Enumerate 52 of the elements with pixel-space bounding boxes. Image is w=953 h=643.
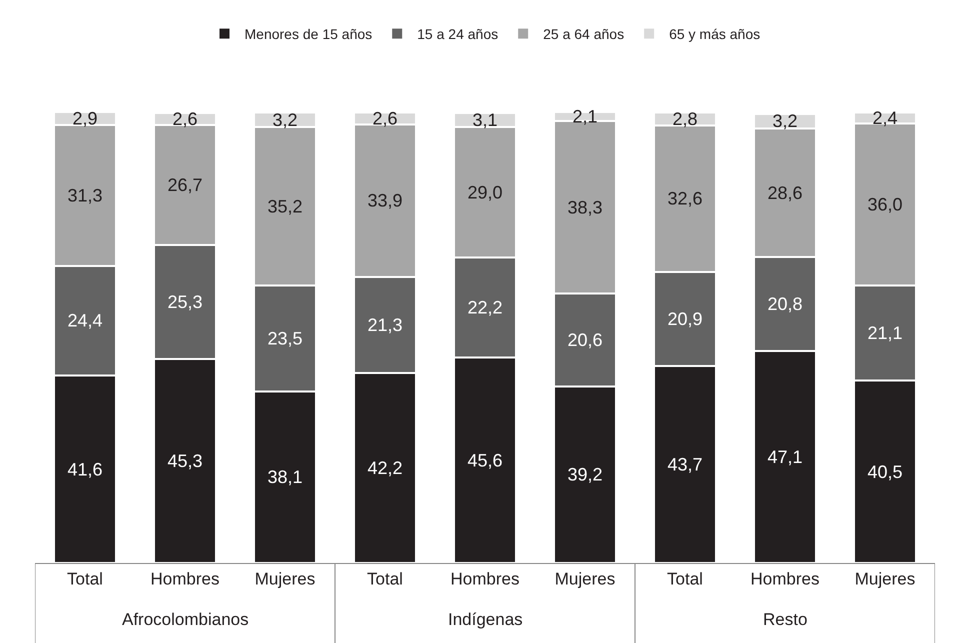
x-tick-label: Hombres <box>150 569 220 588</box>
x-tick-label: Mujeres <box>554 569 616 588</box>
data-label: 43,7 <box>667 454 703 475</box>
data-label: 45,3 <box>167 450 203 471</box>
x-tick-label: Hombres <box>450 569 520 588</box>
data-label: 26,7 <box>167 174 203 195</box>
data-label: 2,8 <box>672 108 698 129</box>
data-label: 3,1 <box>472 110 498 130</box>
data-label: 32,6 <box>667 188 703 209</box>
x-tick-label: Total <box>67 569 103 588</box>
data-label: 38,3 <box>567 197 603 218</box>
data-label: 39,2 <box>567 464 603 485</box>
data-label: 47,1 <box>767 446 803 467</box>
data-label: 20,9 <box>667 309 703 330</box>
data-label: 2,4 <box>872 108 898 128</box>
data-label: 2,9 <box>72 108 98 128</box>
data-label: 22,2 <box>467 298 503 318</box>
data-label: 2,6 <box>172 108 198 129</box>
data-label: 3,2 <box>772 111 798 132</box>
data-label: 42,2 <box>367 458 403 478</box>
x-tick-label: Total <box>667 569 703 588</box>
data-label: 28,6 <box>767 182 803 203</box>
x-tick-label: Mujeres <box>254 569 316 588</box>
data-label: 24,4 <box>67 310 103 331</box>
legend-label: 25 a 64 años <box>543 26 624 42</box>
data-label: 2,1 <box>572 106 598 126</box>
legend-label: Menores de 15 años <box>244 26 372 42</box>
text: Indígenas <box>448 610 523 629</box>
legend-label: 65 y más años <box>669 26 760 42</box>
data-label: 23,5 <box>267 328 303 348</box>
data-label: 36,0 <box>867 194 903 215</box>
legend-label: 15 a 24 años <box>417 26 498 42</box>
x-tick-label: Total <box>367 569 403 588</box>
data-label: 21,3 <box>367 314 403 335</box>
data-label: 20,8 <box>767 294 803 314</box>
data-label: 29,0 <box>467 182 503 202</box>
data-label: 3,2 <box>272 110 298 130</box>
data-label: 2,6 <box>372 108 398 129</box>
data-label: 35,2 <box>267 196 303 216</box>
data-label: 40,5 <box>867 462 903 482</box>
data-label: 33,9 <box>367 190 403 211</box>
data-label: 25,3 <box>167 292 203 312</box>
data-label: 20,6 <box>567 330 603 350</box>
data-label: 38,1 <box>267 467 303 488</box>
text: Resto <box>763 610 808 629</box>
data-label: 31,3 <box>67 185 103 206</box>
data-label: 41,6 <box>67 459 103 480</box>
text: Afrocolombianos <box>122 610 249 629</box>
data-label: 45,6 <box>467 450 503 470</box>
x-tick-label: Hombres <box>750 569 820 588</box>
x-tick-label: Mujeres <box>854 569 916 588</box>
data-label: 21,1 <box>867 323 903 344</box>
